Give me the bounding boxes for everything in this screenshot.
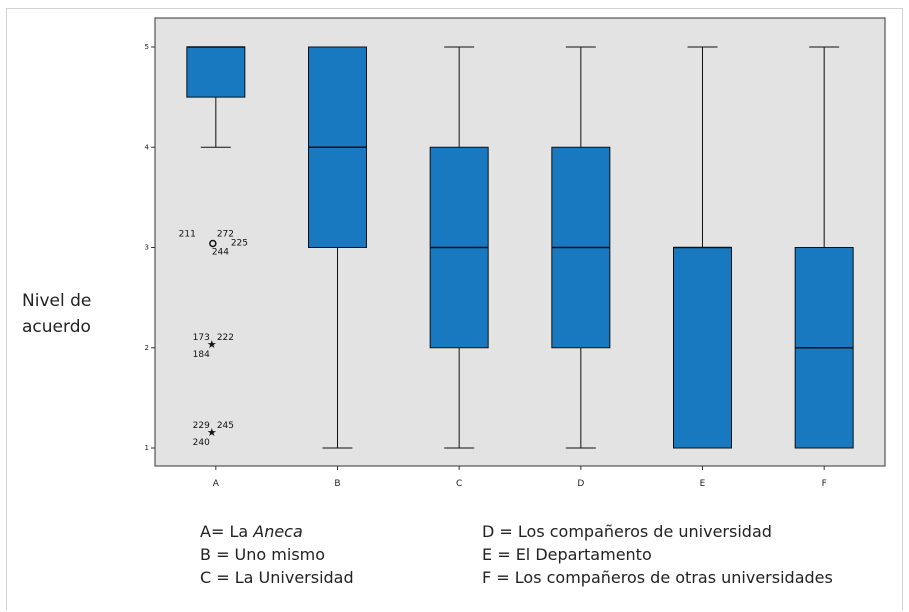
y-axis-label: Nivel de acuerdo [22, 291, 92, 337]
legend-right: D = Los compañeros de universidad E = El… [482, 520, 833, 589]
outlier-label: 184 [193, 350, 210, 360]
outlier-label: 245 [217, 421, 234, 431]
outlier-label: 225 [231, 239, 248, 249]
x-tick-label: B [334, 479, 340, 489]
axes: 1 2 3 4 5 A B C D E F [145, 43, 827, 489]
outlier-group: ★229 245 240 [193, 421, 234, 448]
legend-item-f: F = Los compañeros de otras universidade… [482, 568, 833, 587]
x-tick-label: F [822, 479, 827, 489]
y-tick-label: 4 [145, 143, 150, 151]
legend-item-c: C = La Universidad [200, 568, 354, 587]
iqr-box [673, 247, 732, 449]
outlier-label: 240 [193, 438, 210, 448]
box-f [794, 46, 854, 449]
x-tick-label: D [577, 479, 584, 489]
legend-item-e: E = El Departamento [482, 545, 652, 564]
outlier-label: 229 [193, 421, 210, 431]
box-b [308, 46, 367, 449]
box-e [673, 46, 732, 449]
boxes [186, 46, 854, 449]
outlier-label: 222 [217, 333, 234, 343]
legend-item-b: B = Uno mismo [200, 545, 326, 564]
y-tick-label: 5 [145, 43, 149, 51]
y-tick-label: 2 [145, 344, 149, 352]
legend-item-a: A= La Aneca [200, 522, 303, 541]
extreme-marker: ★ [207, 426, 217, 439]
y-tick-label: 3 [145, 244, 149, 252]
x-tick-label: A [213, 479, 220, 489]
outlier-group: ★173 222 184 [193, 333, 234, 360]
outlier-label: 244 [212, 248, 229, 258]
outlier-marker [209, 239, 217, 248]
iqr-box [186, 46, 246, 98]
x-tick-label: E [700, 479, 706, 489]
figure-frame [6, 8, 903, 610]
box-c [429, 46, 489, 449]
y-tick-label: 1 [145, 444, 149, 452]
box-a [186, 46, 246, 148]
extreme-marker: ★ [207, 338, 217, 351]
outlier-label: 173 [193, 333, 210, 343]
outlier-label: 211 [179, 230, 196, 240]
legend-item-d: D = Los compañeros de universidad [482, 522, 772, 541]
x-tick-label: C [456, 479, 462, 489]
box-d [551, 46, 611, 449]
legend-left: A= La Aneca B = Uno mismo C = La Univers… [200, 520, 354, 589]
outlier-label: 272 [217, 230, 234, 240]
plot-area [154, 17, 886, 467]
